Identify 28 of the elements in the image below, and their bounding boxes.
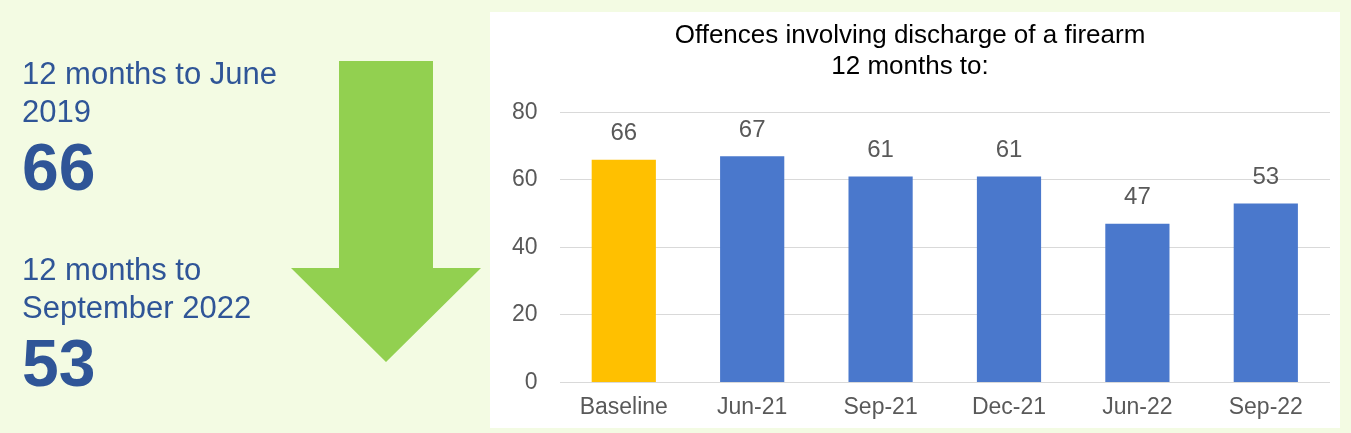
y-tick-label: 80 <box>511 97 538 124</box>
x-tick-label: Dec-21 <box>971 392 1047 419</box>
bar <box>848 176 913 382</box>
bar <box>1233 203 1298 382</box>
text: 12 months to September 2022 <box>22 251 253 327</box>
y-tick-label: 0 <box>524 367 538 394</box>
data-label: 66 <box>610 118 638 146</box>
text: 53 <box>22 326 97 400</box>
x-tick-label: Sep-22 <box>1228 392 1303 419</box>
bar <box>1105 223 1170 382</box>
chart-title: Offences involving discharge of a firearm 12 months to: <box>674 18 1146 80</box>
bar <box>720 156 785 382</box>
x-tick-label: Jun-21 <box>717 392 788 419</box>
data-label: 61 <box>867 135 894 163</box>
y-tick-label: 60 <box>511 165 538 192</box>
data-label: 53 <box>1252 162 1280 190</box>
text: 12 months to June 2019 <box>22 55 279 131</box>
data-label: 61 <box>995 135 1023 163</box>
bar <box>976 176 1042 382</box>
x-tick-label: Jun-22 <box>1102 392 1173 419</box>
y-tick-label: 20 <box>511 300 538 327</box>
x-tick-label: Sep-21 <box>843 392 918 419</box>
bar <box>591 159 656 382</box>
data-label: 67 <box>738 114 766 142</box>
x-tick-label: Baseline <box>579 392 668 419</box>
text: 66 <box>22 130 97 204</box>
y-tick-label: 40 <box>511 232 538 259</box>
data-label: 47 <box>1124 182 1151 210</box>
